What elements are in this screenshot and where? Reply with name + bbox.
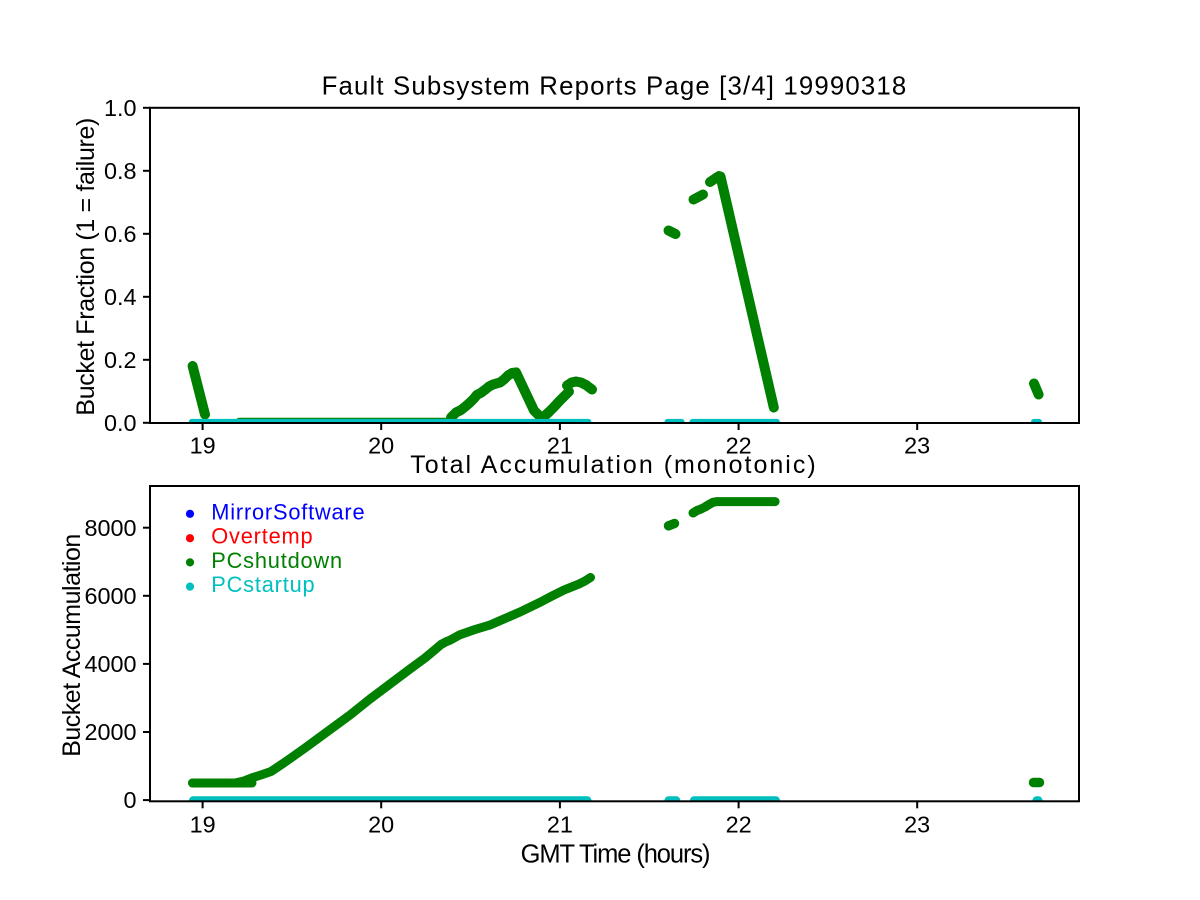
svg-text:Overtemp: Overtemp (211, 524, 313, 549)
svg-text:0.4: 0.4 (104, 284, 137, 310)
svg-text:GMT Time (hours): GMT Time (hours) (521, 840, 710, 868)
svg-text:20: 20 (368, 812, 394, 838)
svg-text:PCstartup: PCstartup (211, 572, 315, 597)
svg-text:Fault Subsystem Reports Page [: Fault Subsystem Reports Page [3/4] 19990… (322, 72, 908, 100)
svg-text:23: 23 (904, 812, 930, 838)
svg-text:8000: 8000 (84, 515, 136, 541)
svg-text:22: 22 (726, 433, 752, 459)
svg-text:MirrorSoftware: MirrorSoftware (211, 500, 365, 525)
svg-text:Total Accumulation (monotonic): Total Accumulation (monotonic) (410, 451, 817, 479)
svg-text:0.0: 0.0 (104, 410, 137, 436)
svg-text:0: 0 (123, 787, 136, 813)
svg-text:PCshutdown: PCshutdown (211, 548, 343, 573)
svg-text:0.8: 0.8 (104, 158, 137, 184)
svg-text:21: 21 (547, 433, 573, 459)
svg-text:19: 19 (190, 433, 216, 459)
svg-text:22: 22 (726, 812, 752, 838)
svg-text:23: 23 (904, 433, 930, 459)
svg-text:20: 20 (368, 433, 394, 459)
svg-text:4000: 4000 (84, 651, 136, 677)
svg-text:Bucket Accumulation: Bucket Accumulation (58, 534, 86, 757)
svg-text:21: 21 (547, 812, 573, 838)
svg-text:2000: 2000 (84, 719, 136, 745)
svg-text:Bucket Fraction (1 = failure): Bucket Fraction (1 = failure) (72, 118, 100, 416)
svg-text:19: 19 (190, 812, 216, 838)
svg-text:1.0: 1.0 (104, 95, 137, 121)
svg-text:0.6: 0.6 (104, 221, 137, 247)
svg-text:6000: 6000 (84, 583, 136, 609)
svg-text:0.2: 0.2 (104, 347, 137, 373)
